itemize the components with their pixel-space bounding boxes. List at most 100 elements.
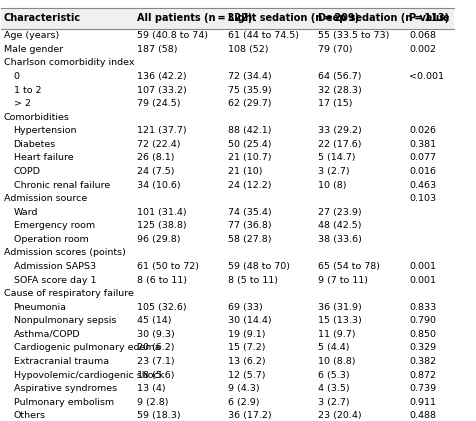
Text: Characteristic: Characteristic: [4, 13, 81, 23]
Text: Cause of respiratory failure: Cause of respiratory failure: [4, 289, 134, 298]
Text: Pneumonia: Pneumonia: [14, 303, 67, 312]
Text: 55 (33.5 to 73): 55 (33.5 to 73): [318, 31, 390, 40]
Text: Light sedation (n = 209): Light sedation (n = 209): [228, 13, 359, 23]
Text: <0.001: <0.001: [409, 72, 444, 81]
Text: 0.850: 0.850: [409, 330, 436, 339]
Text: 79 (24.5): 79 (24.5): [137, 99, 181, 108]
Text: 59 (48 to 70): 59 (48 to 70): [228, 262, 290, 271]
Text: 27 (23.9): 27 (23.9): [318, 208, 362, 217]
Text: Deep sedation (n = 113): Deep sedation (n = 113): [318, 13, 449, 23]
Text: 13 (6.2): 13 (6.2): [228, 357, 266, 366]
Text: Heart failure: Heart failure: [14, 153, 73, 163]
Text: Nonpulmonary sepsis: Nonpulmonary sepsis: [14, 316, 116, 325]
Text: Asthma/COPD: Asthma/COPD: [14, 330, 80, 339]
Text: 74 (35.4): 74 (35.4): [228, 208, 271, 217]
Text: 107 (33.2): 107 (33.2): [137, 85, 187, 95]
Text: 0.068: 0.068: [409, 31, 436, 40]
Text: 36 (17.2): 36 (17.2): [228, 411, 271, 420]
Text: 15 (7.2): 15 (7.2): [228, 344, 265, 352]
Text: 96 (29.8): 96 (29.8): [137, 235, 181, 244]
Text: 36 (31.9): 36 (31.9): [318, 303, 362, 312]
Text: 8 (5 to 11): 8 (5 to 11): [228, 275, 278, 285]
Text: 0.077: 0.077: [409, 153, 436, 163]
Text: 19 (9.1): 19 (9.1): [228, 330, 265, 339]
Text: 1 to 2: 1 to 2: [14, 85, 41, 95]
Text: 24 (12.2): 24 (12.2): [228, 181, 271, 189]
Text: 18 (5.6): 18 (5.6): [137, 370, 175, 380]
Text: > 2: > 2: [14, 99, 30, 108]
Text: 6 (5.3): 6 (5.3): [318, 370, 350, 380]
Text: 6 (2.9): 6 (2.9): [228, 398, 259, 407]
Text: 72 (34.4): 72 (34.4): [228, 72, 271, 81]
Text: Admission source: Admission source: [4, 194, 87, 203]
Text: 121 (37.7): 121 (37.7): [137, 126, 187, 135]
Text: 45 (14): 45 (14): [137, 316, 172, 325]
Text: 24 (7.5): 24 (7.5): [137, 167, 175, 176]
Text: 23 (7.1): 23 (7.1): [137, 357, 175, 366]
Text: Charlson comorbidity index: Charlson comorbidity index: [4, 59, 134, 67]
Text: Hypertension: Hypertension: [14, 126, 77, 135]
Text: 59 (40.8 to 74): 59 (40.8 to 74): [137, 31, 208, 40]
Text: 0.382: 0.382: [409, 357, 436, 366]
Text: SOFA score day 1: SOFA score day 1: [14, 275, 96, 285]
Text: 75 (35.9): 75 (35.9): [228, 85, 271, 95]
Text: COPD: COPD: [14, 167, 40, 176]
Text: 79 (70): 79 (70): [318, 45, 353, 54]
Text: 0.911: 0.911: [409, 398, 436, 407]
Text: 33 (29.2): 33 (29.2): [318, 126, 362, 135]
Text: 105 (32.6): 105 (32.6): [137, 303, 187, 312]
Text: 72 (22.4): 72 (22.4): [137, 140, 181, 149]
Text: Emergency room: Emergency room: [14, 221, 95, 230]
Text: Male gender: Male gender: [4, 45, 63, 54]
Text: 108 (52): 108 (52): [228, 45, 268, 54]
Text: 21 (10): 21 (10): [228, 167, 262, 176]
Text: 50 (25.4): 50 (25.4): [228, 140, 271, 149]
Text: Operation room: Operation room: [14, 235, 89, 244]
Text: P value: P value: [409, 13, 449, 23]
Text: 64 (56.7): 64 (56.7): [318, 72, 362, 81]
Text: 11 (9.7): 11 (9.7): [318, 330, 356, 339]
Text: 9 (2.8): 9 (2.8): [137, 398, 169, 407]
Text: 59 (18.3): 59 (18.3): [137, 411, 181, 420]
Text: 62 (29.7): 62 (29.7): [228, 99, 271, 108]
Text: 69 (33): 69 (33): [228, 303, 263, 312]
Text: Extracranial trauma: Extracranial trauma: [14, 357, 109, 366]
Text: 22 (17.6): 22 (17.6): [318, 140, 362, 149]
Text: 187 (58): 187 (58): [137, 45, 178, 54]
Text: 0.002: 0.002: [409, 45, 436, 54]
Bar: [1, 8, 454, 29]
Text: Admission SAPS3: Admission SAPS3: [14, 262, 96, 271]
Text: 0: 0: [14, 72, 20, 81]
Text: 136 (42.2): 136 (42.2): [137, 72, 187, 81]
Text: 3 (2.7): 3 (2.7): [318, 398, 350, 407]
Text: 23 (20.4): 23 (20.4): [318, 411, 362, 420]
Text: 0.026: 0.026: [409, 126, 436, 135]
Text: 34 (10.6): 34 (10.6): [137, 181, 181, 189]
Text: 4 (3.5): 4 (3.5): [318, 384, 350, 393]
Text: 9 (4.3): 9 (4.3): [228, 384, 259, 393]
Text: 58 (27.8): 58 (27.8): [228, 235, 271, 244]
Text: 5 (4.4): 5 (4.4): [318, 344, 350, 352]
Text: 3 (2.7): 3 (2.7): [318, 167, 350, 176]
Text: All patients (n = 322): All patients (n = 322): [137, 13, 253, 23]
Text: Age (years): Age (years): [4, 31, 59, 40]
Text: 0.833: 0.833: [409, 303, 436, 312]
Text: 21 (10.7): 21 (10.7): [228, 153, 271, 163]
Text: 12 (5.7): 12 (5.7): [228, 370, 265, 380]
Text: 9 (7 to 11): 9 (7 to 11): [318, 275, 368, 285]
Text: 13 (4): 13 (4): [137, 384, 166, 393]
Text: Ward: Ward: [14, 208, 38, 217]
Text: 30 (14.4): 30 (14.4): [228, 316, 271, 325]
Text: Aspirative syndromes: Aspirative syndromes: [14, 384, 117, 393]
Text: 0.463: 0.463: [409, 181, 436, 189]
Text: 0.001: 0.001: [409, 262, 436, 271]
Text: 77 (36.8): 77 (36.8): [228, 221, 271, 230]
Text: 10 (8.8): 10 (8.8): [318, 357, 356, 366]
Text: Others: Others: [14, 411, 46, 420]
Text: Diabetes: Diabetes: [14, 140, 56, 149]
Text: 0.381: 0.381: [409, 140, 436, 149]
Text: 5 (14.7): 5 (14.7): [318, 153, 356, 163]
Text: 0.488: 0.488: [409, 411, 436, 420]
Text: 17 (15): 17 (15): [318, 99, 353, 108]
Text: 0.739: 0.739: [409, 384, 436, 393]
